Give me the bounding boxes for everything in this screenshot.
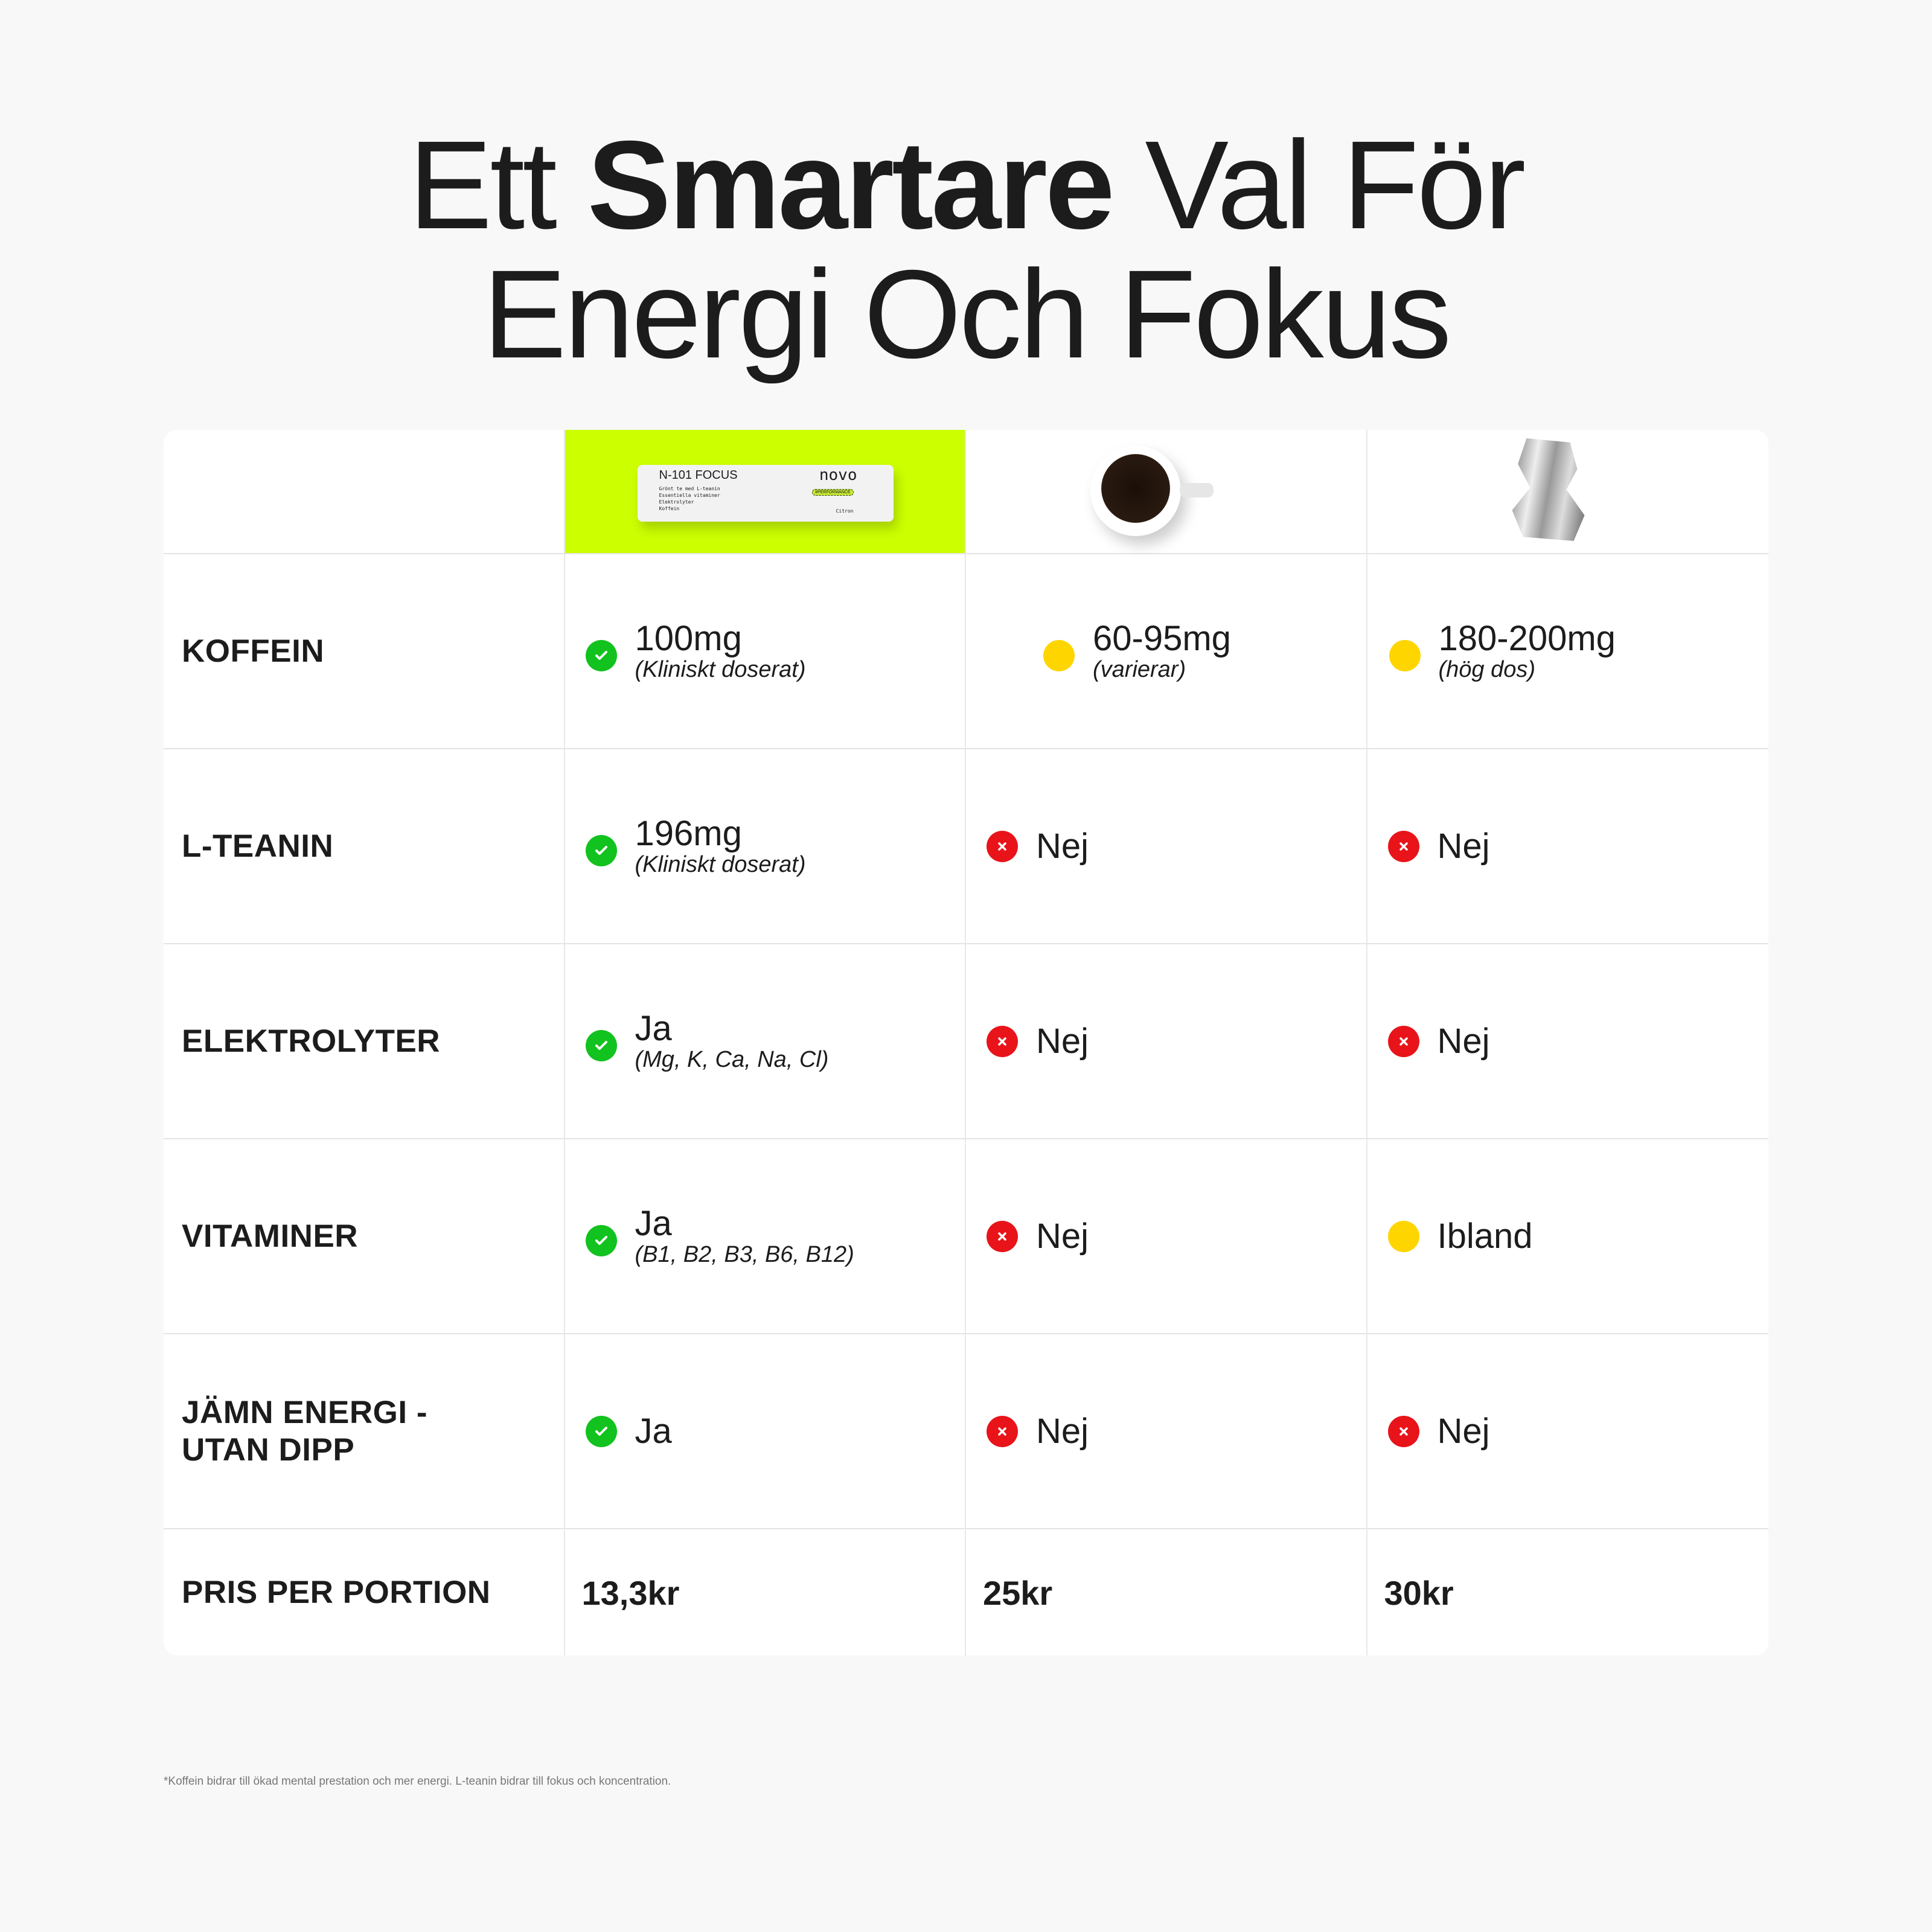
table-cell: Nej [966,749,1367,943]
table-cell: Ibland [1367,1139,1769,1333]
table-cell: Ja (B1, B2, B3, B6, B12) [565,1139,966,1333]
cell-value: Nej [1036,1411,1089,1451]
table-cell: 196mg (Kliniskt doserat) [565,749,966,943]
table-cell: Nej [966,1139,1367,1333]
table-cell: 180-200mg (hög dos) [1367,554,1769,748]
cross-icon [987,1415,1018,1447]
table-cell: Ja (Mg, K, Ca, Na, Cl) [565,944,966,1138]
cell-note: (B1, B2, B3, B6, B12) [635,1241,854,1267]
cell-note: (Kliniskt doserat) [635,851,806,877]
cross-icon [1387,1025,1419,1057]
row-label: KOFFEIN [182,633,325,669]
partial-dot-icon [1389,639,1421,671]
table-row: VITAMINER Ja (B1, B2, B3, B6, B12) Nej I… [164,1139,1768,1334]
cross-icon [987,1025,1018,1057]
cell-note: (Mg, K, Ca, Na, Cl) [635,1046,829,1072]
price-value: 13,3kr [581,1573,680,1612]
cell-note: (varierar) [1093,656,1186,682]
cell-value: Nej [1036,1216,1089,1256]
check-icon [585,639,617,671]
price-row: PRIS PER PORTION 13,3kr 25kr 30kr [164,1530,1768,1655]
table-row: L-TEANIN 196mg (Kliniskt doserat) Nej Ne… [164,749,1768,944]
table-row: JÄMN ENERGI - UTAN DIPP Ja Nej Nej [164,1334,1768,1529]
comparison-table: N-101 FOCUS novo #PERFORMANCE Citron Grö… [164,430,1768,1655]
cell-note: (hög dos) [1438,656,1536,682]
row-label: L-TEANIN [182,828,334,864]
product-header: N-101 FOCUS novo #PERFORMANCE Citron Grö… [565,430,966,553]
check-icon [585,1029,617,1061]
table-cell: Nej [966,944,1367,1138]
table-row: KOFFEIN 100mg (Kliniskt doserat) 60-95mg… [164,554,1768,749]
cross-icon [987,1220,1018,1252]
cell-value: Ja [635,1411,672,1451]
price-value: 25kr [983,1573,1053,1612]
cell-value: 196mg [635,813,742,853]
coffee-cup-image [1090,446,1214,536]
table-row: ELEKTROLYTER Ja (Mg, K, Ca, Na, Cl) Nej … [164,944,1768,1139]
cell-value: Ja [635,1203,672,1243]
header-row: N-101 FOCUS novo #PERFORMANCE Citron Grö… [164,430,1768,554]
row-label: VITAMINER [182,1218,359,1254]
cross-icon [987,830,1018,862]
table-cell: 100mg (Kliniskt doserat) [565,554,966,748]
row-label: PRIS PER PORTION [182,1575,491,1610]
table-cell: Nej [1367,944,1769,1138]
product-packet-image: N-101 FOCUS novo #PERFORMANCE Citron Grö… [637,465,894,522]
cell-value: Ja [635,1008,672,1048]
table-cell: Nej [1367,1334,1769,1528]
table-cell: Nej [966,1334,1367,1528]
row-label: JÄMN ENERGI - UTAN DIPP [182,1394,427,1468]
cell-value: 100mg [635,618,742,658]
cell-note: (Kliniskt doserat) [635,656,806,682]
check-icon [585,834,617,866]
cell-value: Ibland [1437,1216,1533,1256]
footnote: *Koffein bidrar till ökad mental prestat… [164,1775,671,1788]
cell-value: 60-95mg [1093,618,1231,658]
table-cell: Ja [565,1334,966,1528]
cell-value: Nej [1437,826,1490,866]
cell-value: Nej [1036,826,1089,866]
price-value: 30kr [1384,1573,1454,1612]
can-header [1367,430,1769,553]
partial-dot-icon [1387,1220,1419,1252]
crushed-can-image [1512,438,1585,541]
coffee-header [966,430,1367,553]
partial-dot-icon [1043,639,1075,671]
page-title: Ett Smartare Val För Energi Och Fokus [408,115,1526,385]
check-icon [585,1415,617,1447]
cell-value: Nej [1036,1021,1089,1061]
check-icon [585,1224,617,1256]
table-cell: Nej [1367,749,1769,943]
row-label: ELEKTROLYTER [182,1023,441,1059]
table-cell: 60-95mg (varierar) [966,554,1367,748]
cell-value: Nej [1437,1021,1490,1061]
cross-icon [1387,830,1419,862]
cell-value: 180-200mg [1438,618,1616,658]
cross-icon [1387,1415,1419,1447]
cell-value: Nej [1437,1411,1490,1451]
